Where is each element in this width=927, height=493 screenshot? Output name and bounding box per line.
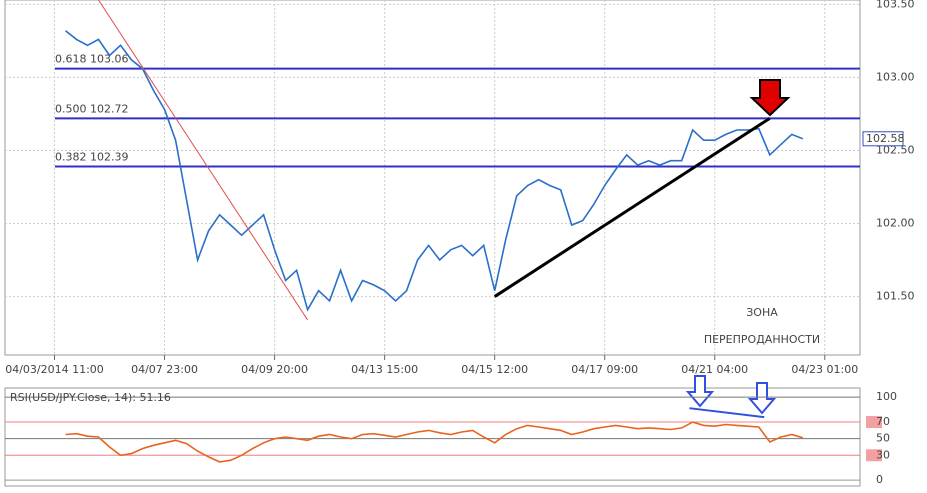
fib-label: 0.382 102.39: [55, 151, 128, 164]
y-tick-label: 102.00: [876, 217, 915, 230]
fib-label: 0.618 103.06: [55, 53, 128, 66]
x-tick-label: 04/21 04:00: [681, 363, 748, 376]
series-line: [65, 421, 804, 463]
y-tick-label: 70: [876, 415, 890, 428]
y-tick-label: 103.00: [876, 70, 915, 83]
price-frame: [4, 0, 861, 356]
blue-arrow: [747, 382, 777, 415]
y-tick-label: 101.50: [876, 290, 915, 303]
trendline: [493, 117, 771, 298]
y-tick-label: 50: [876, 432, 890, 445]
x-tick-label: 04/07 23:00: [131, 363, 198, 376]
series-line: [65, 30, 804, 312]
x-tick-label: 04/09 20:00: [241, 363, 308, 376]
trendline: [98, 0, 309, 321]
x-tick-label: 04/03/2014 11:00: [5, 363, 104, 376]
y-tick-label: 30: [876, 448, 890, 461]
annotation: ЗОНА: [746, 306, 778, 319]
y-tick-label: 100: [876, 390, 897, 403]
tick-label-box: [866, 416, 882, 429]
red-arrow: [749, 79, 791, 117]
rsi-title: RSI(USD/JPY.Close, 14): 51.16: [10, 391, 171, 404]
rsi-frame: [4, 387, 861, 487]
blue-arrow: [685, 375, 715, 408]
x-tick-label: 04/15 12:00: [461, 363, 528, 376]
x-tick-label: 04/17 09:00: [571, 363, 638, 376]
y-tick-label: 0: [876, 473, 883, 486]
annotation: ПЕРЕПРОДАННОСТИ: [704, 333, 820, 346]
y-tick-label: 103.50: [876, 0, 915, 10]
last-value-label: 102.58: [866, 132, 905, 145]
fib-label: 0.500 102.72: [55, 102, 128, 115]
tick-label-box: [866, 449, 882, 462]
y-tick-label: 102.50: [876, 143, 915, 156]
x-tick-label: 04/13 15:00: [351, 363, 418, 376]
trendline: [689, 407, 765, 419]
x-tick-label: 04/23 01:00: [791, 363, 858, 376]
last-value-box: [862, 131, 904, 147]
